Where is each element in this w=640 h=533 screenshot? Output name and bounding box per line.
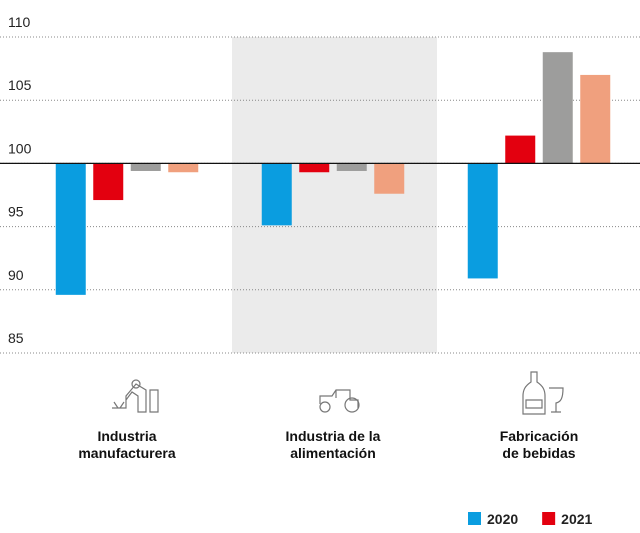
drinks-icon (522, 371, 564, 415)
bar (130, 163, 161, 171)
bar (336, 163, 367, 171)
legend-label: 2020 (487, 511, 518, 527)
legend-label: 2021 (561, 511, 592, 527)
y-tick-label: 90 (8, 267, 24, 283)
y-tick-label: 100 (8, 140, 32, 156)
bar (580, 74, 611, 164)
legend-swatch (468, 512, 481, 525)
y-tick-label: 110 (8, 14, 31, 30)
bar (93, 163, 124, 201)
bar (55, 163, 86, 295)
legend-swatch (542, 512, 556, 525)
bar (505, 135, 536, 164)
bar (261, 163, 292, 226)
y-tick-label: 95 (8, 204, 24, 220)
bar (168, 163, 199, 173)
y-tick-label: 85 (8, 330, 24, 346)
category-label: Fabricación de bebidas (499, 428, 579, 461)
bar (374, 163, 405, 194)
category-label: Industria manufacturera (78, 428, 176, 461)
robot-icon (112, 379, 159, 413)
category-label: Industria de la alimentación (285, 428, 381, 461)
y-tick-label: 105 (8, 77, 32, 93)
bar (467, 163, 498, 279)
tractor-icon (319, 389, 360, 413)
bar (299, 163, 330, 173)
bar (542, 52, 573, 164)
